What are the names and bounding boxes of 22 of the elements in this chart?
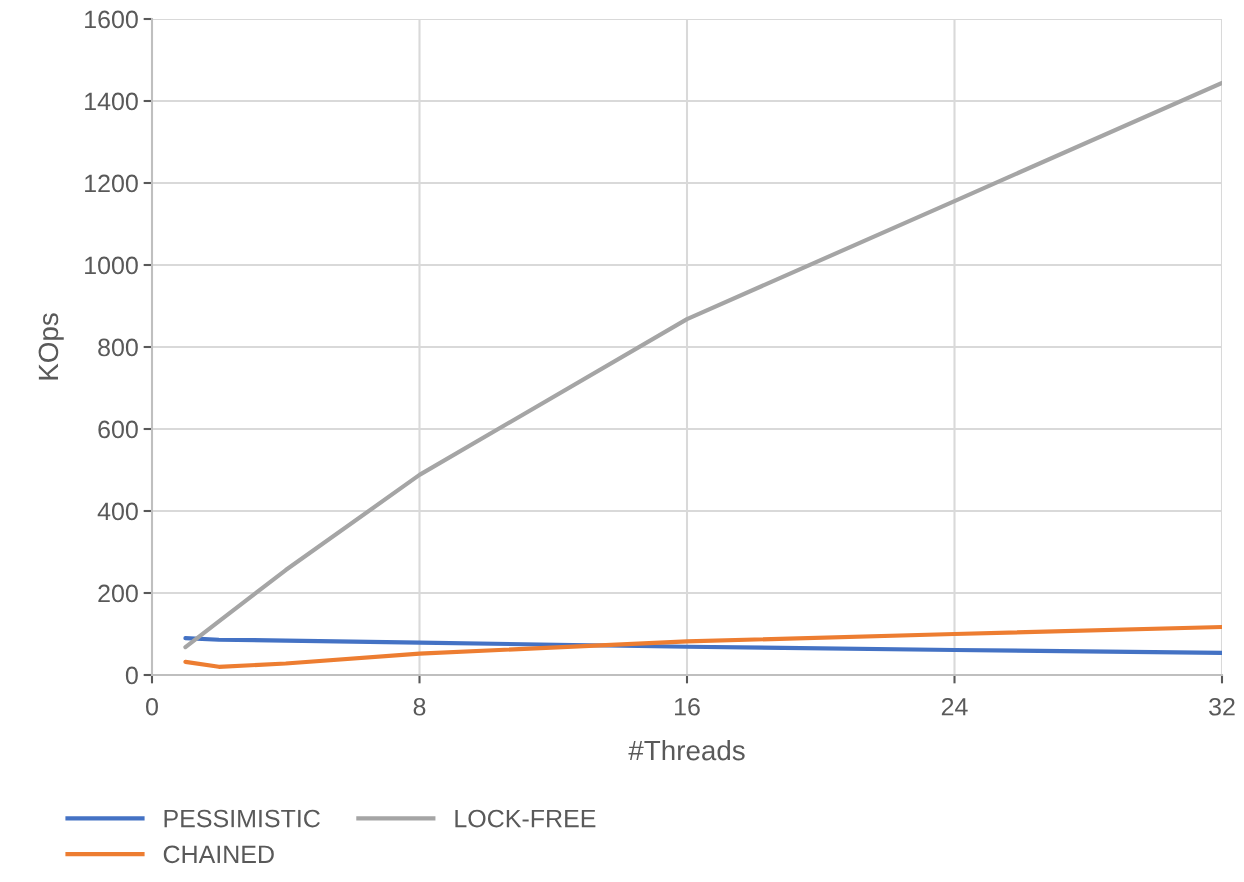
y-tick-label: 600 (98, 420, 138, 439)
y-tick-label: 1200 (85, 174, 138, 193)
x-tick-label: 16 (675, 697, 700, 716)
y-tick-label: 1600 (85, 10, 138, 29)
x-tick-label: 32 (1209, 697, 1235, 716)
x-tick-label: 0 (146, 697, 158, 716)
x-axis-title: #Threads (628, 739, 745, 761)
line-series (183, 624, 1222, 669)
line-series (183, 80, 1222, 650)
line-series (183, 636, 1222, 655)
y-tick-label: 1400 (85, 92, 138, 111)
y-tick-label: 400 (97, 502, 138, 521)
legend-label: LOCK-FREE (455, 809, 596, 828)
y-tick-label: 200 (98, 584, 138, 603)
y-tick-label: 800 (98, 338, 138, 357)
x-tick-label: 8 (413, 697, 426, 716)
legend-label: PESSIMISTIC (164, 809, 320, 828)
y-axis-title: KOps (38, 313, 64, 380)
legend-label: CHAINED (163, 845, 274, 864)
y-tick-label: 1000 (85, 256, 138, 275)
y-tick-label: 0 (125, 666, 138, 685)
x-tick-label: 24 (941, 697, 968, 716)
